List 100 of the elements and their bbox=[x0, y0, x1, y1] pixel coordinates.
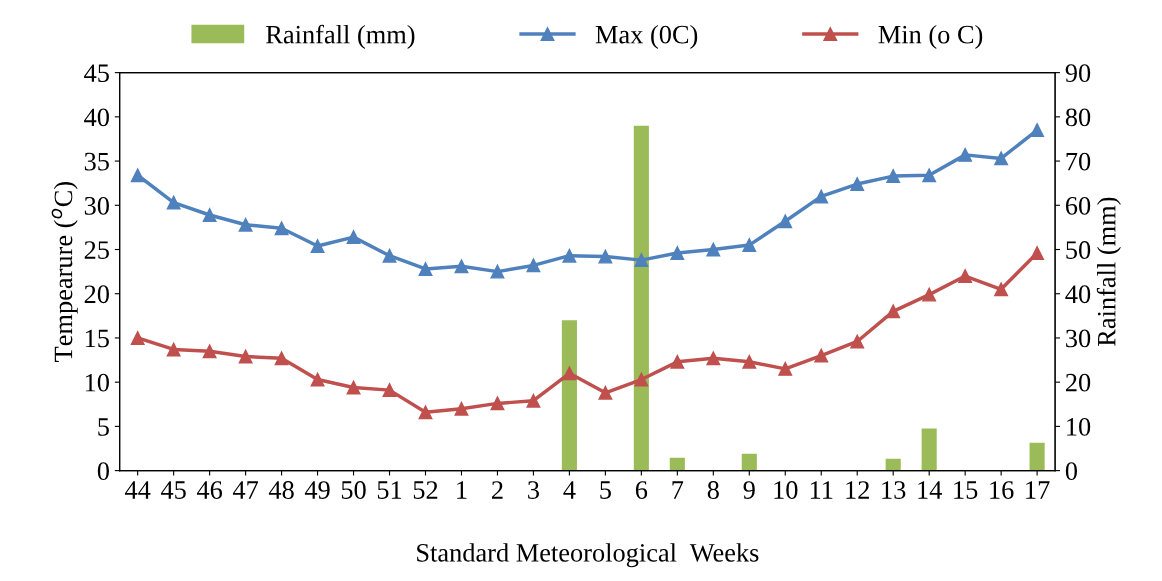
point bbox=[238, 349, 253, 364]
legend-label: Max (0C) bbox=[595, 24, 698, 49]
bar bbox=[669, 457, 685, 471]
point bbox=[202, 208, 217, 222]
x-tick-label: 52 bbox=[413, 481, 438, 499]
x-tick-label: 51 bbox=[377, 481, 402, 499]
point bbox=[922, 287, 937, 302]
point bbox=[814, 189, 829, 204]
point bbox=[526, 258, 541, 273]
point bbox=[130, 331, 145, 345]
point bbox=[130, 168, 145, 183]
point bbox=[562, 366, 577, 381]
y2-tick-label: 30 bbox=[1066, 329, 1091, 348]
point bbox=[958, 269, 973, 283]
x-tick-label: 3 bbox=[528, 481, 539, 499]
x-tick-label: 12 bbox=[846, 481, 869, 499]
x-tick-label: 16 bbox=[990, 481, 1014, 499]
bar bbox=[633, 125, 649, 471]
legend-label: Rainfall (mm) bbox=[266, 24, 415, 49]
y2-tick-label: 70 bbox=[1066, 152, 1091, 171]
point bbox=[850, 334, 865, 349]
point bbox=[310, 372, 325, 387]
x-tick-label: 9 bbox=[743, 481, 755, 499]
point bbox=[166, 342, 181, 357]
point bbox=[742, 238, 757, 253]
x-tick-label: 45 bbox=[160, 481, 186, 499]
point bbox=[1030, 123, 1045, 138]
point bbox=[346, 230, 361, 245]
bar bbox=[741, 453, 757, 471]
x-axis-title: Standard Meteorological Weeks bbox=[417, 543, 759, 568]
point bbox=[886, 169, 901, 184]
point bbox=[670, 246, 685, 260]
point bbox=[994, 151, 1009, 166]
x-tick-label: 47 bbox=[232, 481, 259, 499]
x-tick-label: 7 bbox=[672, 481, 684, 499]
bar bbox=[921, 428, 937, 471]
point bbox=[238, 217, 253, 232]
bar bbox=[885, 458, 901, 471]
x-tick-label: 4 bbox=[563, 481, 576, 499]
point bbox=[166, 195, 181, 210]
y2-tick-label: 40 bbox=[1065, 285, 1091, 304]
y-tick-label: 35 bbox=[84, 152, 109, 171]
point bbox=[670, 354, 685, 369]
point bbox=[706, 351, 721, 366]
point bbox=[742, 354, 757, 369]
point bbox=[634, 372, 649, 387]
y2-tick-label: 0 bbox=[1065, 462, 1078, 481]
point bbox=[490, 396, 505, 411]
x-tick-label: 50 bbox=[341, 481, 366, 499]
x-tick-label: 49 bbox=[304, 481, 330, 499]
y2-tick-label: 50 bbox=[1066, 241, 1091, 259]
point bbox=[490, 264, 505, 279]
point bbox=[382, 383, 397, 398]
x-tick-label: 10 bbox=[774, 481, 798, 499]
point bbox=[706, 242, 721, 257]
point bbox=[274, 351, 289, 366]
y-tick-label: 20 bbox=[84, 285, 109, 304]
legend-label: Min (o C) bbox=[878, 24, 983, 49]
x-tick-label: 13 bbox=[882, 481, 906, 499]
y2-tick-label: 90 bbox=[1065, 64, 1091, 83]
x-tick-label: 11 bbox=[810, 481, 833, 499]
point bbox=[814, 348, 829, 363]
y2-tick-label: 80 bbox=[1065, 108, 1091, 127]
point bbox=[778, 361, 793, 376]
bar bbox=[1029, 442, 1045, 471]
point bbox=[418, 262, 433, 276]
x-tick-label: 44 bbox=[125, 481, 151, 499]
x-tick-label: 8 bbox=[707, 481, 719, 499]
point bbox=[886, 304, 901, 319]
point bbox=[346, 380, 361, 395]
y-tick-label: 5 bbox=[98, 418, 109, 436]
point bbox=[562, 248, 577, 263]
x-tick-label: 46 bbox=[196, 481, 223, 499]
point bbox=[418, 405, 433, 420]
point bbox=[634, 253, 649, 268]
y-tick-label: 15 bbox=[85, 329, 109, 348]
point bbox=[454, 401, 469, 416]
y-tick-label: 0 bbox=[97, 462, 109, 481]
y-tick-label: 40 bbox=[84, 108, 109, 127]
y2-tick-label: 20 bbox=[1065, 373, 1091, 392]
point bbox=[274, 221, 289, 236]
y-tick-label: 10 bbox=[85, 373, 109, 392]
y2-tick-label: 10 bbox=[1067, 418, 1091, 436]
y-tick-label: 30 bbox=[84, 196, 109, 215]
y2-axis-title: Rainfall (mm) bbox=[1096, 197, 1121, 346]
x-tick-label: 5 bbox=[600, 481, 611, 499]
x-tick-label: 15 bbox=[954, 481, 978, 499]
x-tick-label: 2 bbox=[492, 481, 503, 499]
y-axis-title: Tempearure ($^{o}$C) bbox=[51, 182, 78, 362]
point bbox=[382, 248, 397, 263]
x-tick-label: 14 bbox=[918, 481, 942, 499]
point bbox=[958, 147, 973, 162]
point bbox=[778, 214, 793, 229]
point bbox=[1030, 246, 1045, 260]
point bbox=[598, 385, 613, 400]
point bbox=[454, 259, 469, 274]
y-tick-label: 25 bbox=[84, 241, 109, 259]
point bbox=[598, 249, 613, 264]
bar bbox=[561, 320, 577, 471]
point bbox=[922, 168, 937, 183]
